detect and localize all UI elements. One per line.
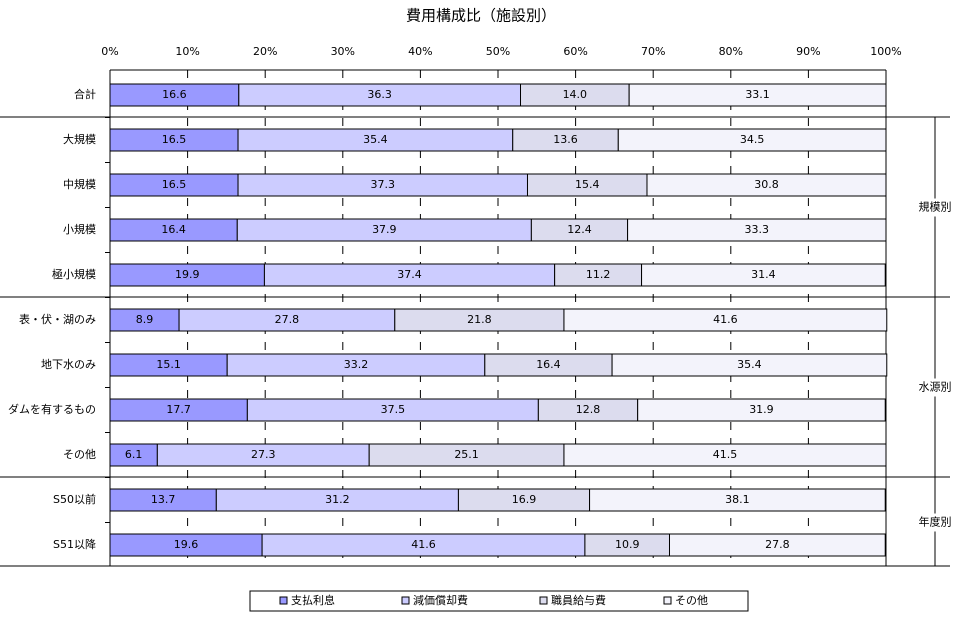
value-label: 33.2 bbox=[344, 358, 369, 371]
y-tick-label: 合計 bbox=[74, 87, 96, 101]
x-tick-label: 40% bbox=[408, 45, 432, 58]
value-label: 34.5 bbox=[740, 133, 765, 146]
bar-segment bbox=[628, 83, 887, 107]
bar-segment bbox=[617, 128, 887, 152]
value-label: 11.2 bbox=[586, 268, 611, 281]
value-label: 16.4 bbox=[161, 223, 186, 236]
value-label: 16.4 bbox=[536, 358, 561, 371]
value-label: 27.8 bbox=[275, 313, 300, 326]
y-tick-label: 極小規模 bbox=[52, 267, 96, 281]
legend-swatch bbox=[539, 596, 548, 605]
y-tick-label: 大規模 bbox=[63, 132, 96, 146]
y-tick-label: ダムを有するもの bbox=[8, 402, 96, 416]
value-label: 31.4 bbox=[751, 268, 776, 281]
value-label: 41.5 bbox=[713, 448, 738, 461]
value-label: 27.8 bbox=[765, 538, 790, 551]
bar-segment bbox=[611, 353, 888, 377]
x-tick-label: 100% bbox=[870, 45, 901, 58]
value-label: 38.1 bbox=[725, 493, 750, 506]
value-label: 10.9 bbox=[615, 538, 640, 551]
value-label: 6.1 bbox=[125, 448, 143, 461]
bar-segment bbox=[641, 263, 886, 287]
legend-label: 支払利息 bbox=[291, 593, 335, 607]
group-label: 水源別 bbox=[919, 380, 952, 394]
value-label: 37.3 bbox=[371, 178, 396, 191]
value-label: 33.3 bbox=[745, 223, 770, 236]
legend-box bbox=[249, 590, 749, 612]
x-tick-label: 20% bbox=[253, 45, 277, 58]
x-tick-label: 60% bbox=[563, 45, 587, 58]
legend-swatch bbox=[279, 596, 288, 605]
x-tick-label: 10% bbox=[175, 45, 199, 58]
bar-segment bbox=[589, 488, 886, 512]
bar-segment bbox=[668, 533, 886, 557]
group-label-bg bbox=[912, 513, 958, 532]
chart-title: 費用構成比（施設別） bbox=[406, 7, 556, 25]
group-label-bg bbox=[912, 198, 958, 217]
value-label: 12.8 bbox=[576, 403, 601, 416]
value-label: 16.5 bbox=[162, 133, 187, 146]
bar-segment bbox=[637, 398, 886, 422]
group-label: 年度別 bbox=[919, 515, 952, 529]
legend-swatch bbox=[401, 596, 410, 605]
value-label: 16.6 bbox=[162, 88, 187, 101]
value-label: 31.9 bbox=[749, 403, 774, 416]
value-label: 21.8 bbox=[467, 313, 492, 326]
value-label: 30.8 bbox=[754, 178, 779, 191]
y-tick-label: 地下水のみ bbox=[41, 358, 96, 371]
value-label: 41.6 bbox=[411, 538, 436, 551]
value-label: 27.3 bbox=[251, 448, 276, 461]
value-label: 33.1 bbox=[745, 88, 770, 101]
x-tick-label: 80% bbox=[719, 45, 743, 58]
x-tick-label: 50% bbox=[486, 45, 510, 58]
value-label: 37.5 bbox=[381, 403, 406, 416]
bar-segment bbox=[646, 173, 887, 197]
bar-segment bbox=[627, 218, 887, 242]
value-label: 19.6 bbox=[174, 538, 199, 551]
legend-label: 減価償却費 bbox=[413, 593, 468, 607]
y-tick-label: S51以降 bbox=[53, 537, 96, 551]
value-label: 41.6 bbox=[713, 313, 738, 326]
x-tick-label: 30% bbox=[331, 45, 355, 58]
value-label: 25.1 bbox=[454, 448, 479, 461]
y-tick-label: 小規模 bbox=[63, 222, 96, 236]
legend-label: 職員給与費 bbox=[551, 593, 606, 607]
value-label: 31.2 bbox=[325, 493, 350, 506]
value-label: 19.9 bbox=[175, 268, 200, 281]
y-tick-label: 中規模 bbox=[63, 177, 96, 191]
value-label: 37.9 bbox=[372, 223, 397, 236]
value-label: 14.0 bbox=[563, 88, 588, 101]
bar-segment bbox=[563, 308, 888, 332]
value-label: 35.4 bbox=[363, 133, 388, 146]
value-label: 16.5 bbox=[162, 178, 187, 191]
group-label-bg bbox=[912, 378, 958, 397]
value-label: 17.7 bbox=[166, 403, 191, 416]
value-label: 8.9 bbox=[136, 313, 154, 326]
y-tick-label: 表・伏・湖のみ bbox=[19, 312, 96, 326]
value-label: 35.4 bbox=[737, 358, 762, 371]
y-tick-label: S50以前 bbox=[53, 492, 96, 506]
value-label: 37.4 bbox=[397, 268, 422, 281]
bar-segment bbox=[563, 443, 887, 467]
y-tick-label: その他 bbox=[63, 448, 96, 461]
x-tick-label: 0% bbox=[101, 45, 118, 58]
x-tick-label: 70% bbox=[641, 45, 665, 58]
legend-label: その他 bbox=[675, 594, 708, 607]
value-label: 12.4 bbox=[567, 223, 592, 236]
group-label: 規模別 bbox=[919, 200, 952, 214]
value-label: 15.1 bbox=[156, 358, 181, 371]
value-label: 36.3 bbox=[367, 88, 392, 101]
x-tick-label: 90% bbox=[796, 45, 820, 58]
legend-swatch bbox=[663, 596, 672, 605]
value-label: 13.6 bbox=[553, 133, 578, 146]
value-label: 13.7 bbox=[151, 493, 176, 506]
value-label: 16.9 bbox=[512, 493, 537, 506]
value-label: 15.4 bbox=[575, 178, 600, 191]
